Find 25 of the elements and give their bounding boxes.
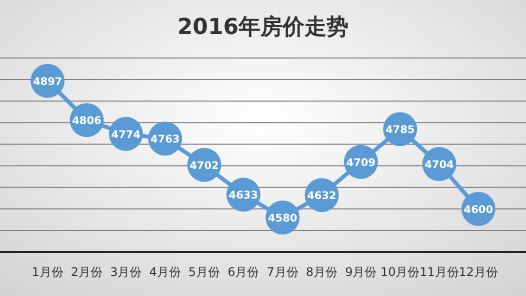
data-label: 4785 (385, 124, 415, 136)
x-tick-label: 11月份 (420, 265, 459, 279)
data-label: 4806 (72, 115, 102, 128)
x-tick-label: 10月份 (380, 265, 420, 279)
x-tick-label: 5月份 (188, 265, 220, 279)
data-label: 4774 (111, 128, 141, 141)
x-tick-label: 3月份 (110, 265, 142, 279)
x-tick-label: 6月份 (228, 265, 260, 279)
data-label: 4600 (464, 204, 494, 216)
x-tick-label: 2月份 (70, 265, 103, 279)
x-tick-label: 1月份 (32, 265, 64, 279)
data-label: 4897 (32, 76, 62, 88)
data-label: 4633 (228, 190, 258, 202)
title: 2016年房价走势 (177, 15, 349, 40)
data-label: 4763 (150, 134, 180, 146)
data-label: 4704 (424, 159, 454, 172)
data-label: 4709 (346, 156, 376, 169)
x-tick-label: 12月份 (458, 265, 498, 279)
data-label: 4702 (190, 160, 219, 172)
data-label: 4580 (268, 212, 298, 225)
x-tick-label: 4月份 (149, 265, 181, 279)
x-tick-label: 9月份 (345, 265, 377, 279)
x-tick-label: 7月份 (266, 265, 298, 279)
data-label: 4632 (307, 190, 336, 202)
x-tick-label: 8月份 (306, 265, 338, 279)
